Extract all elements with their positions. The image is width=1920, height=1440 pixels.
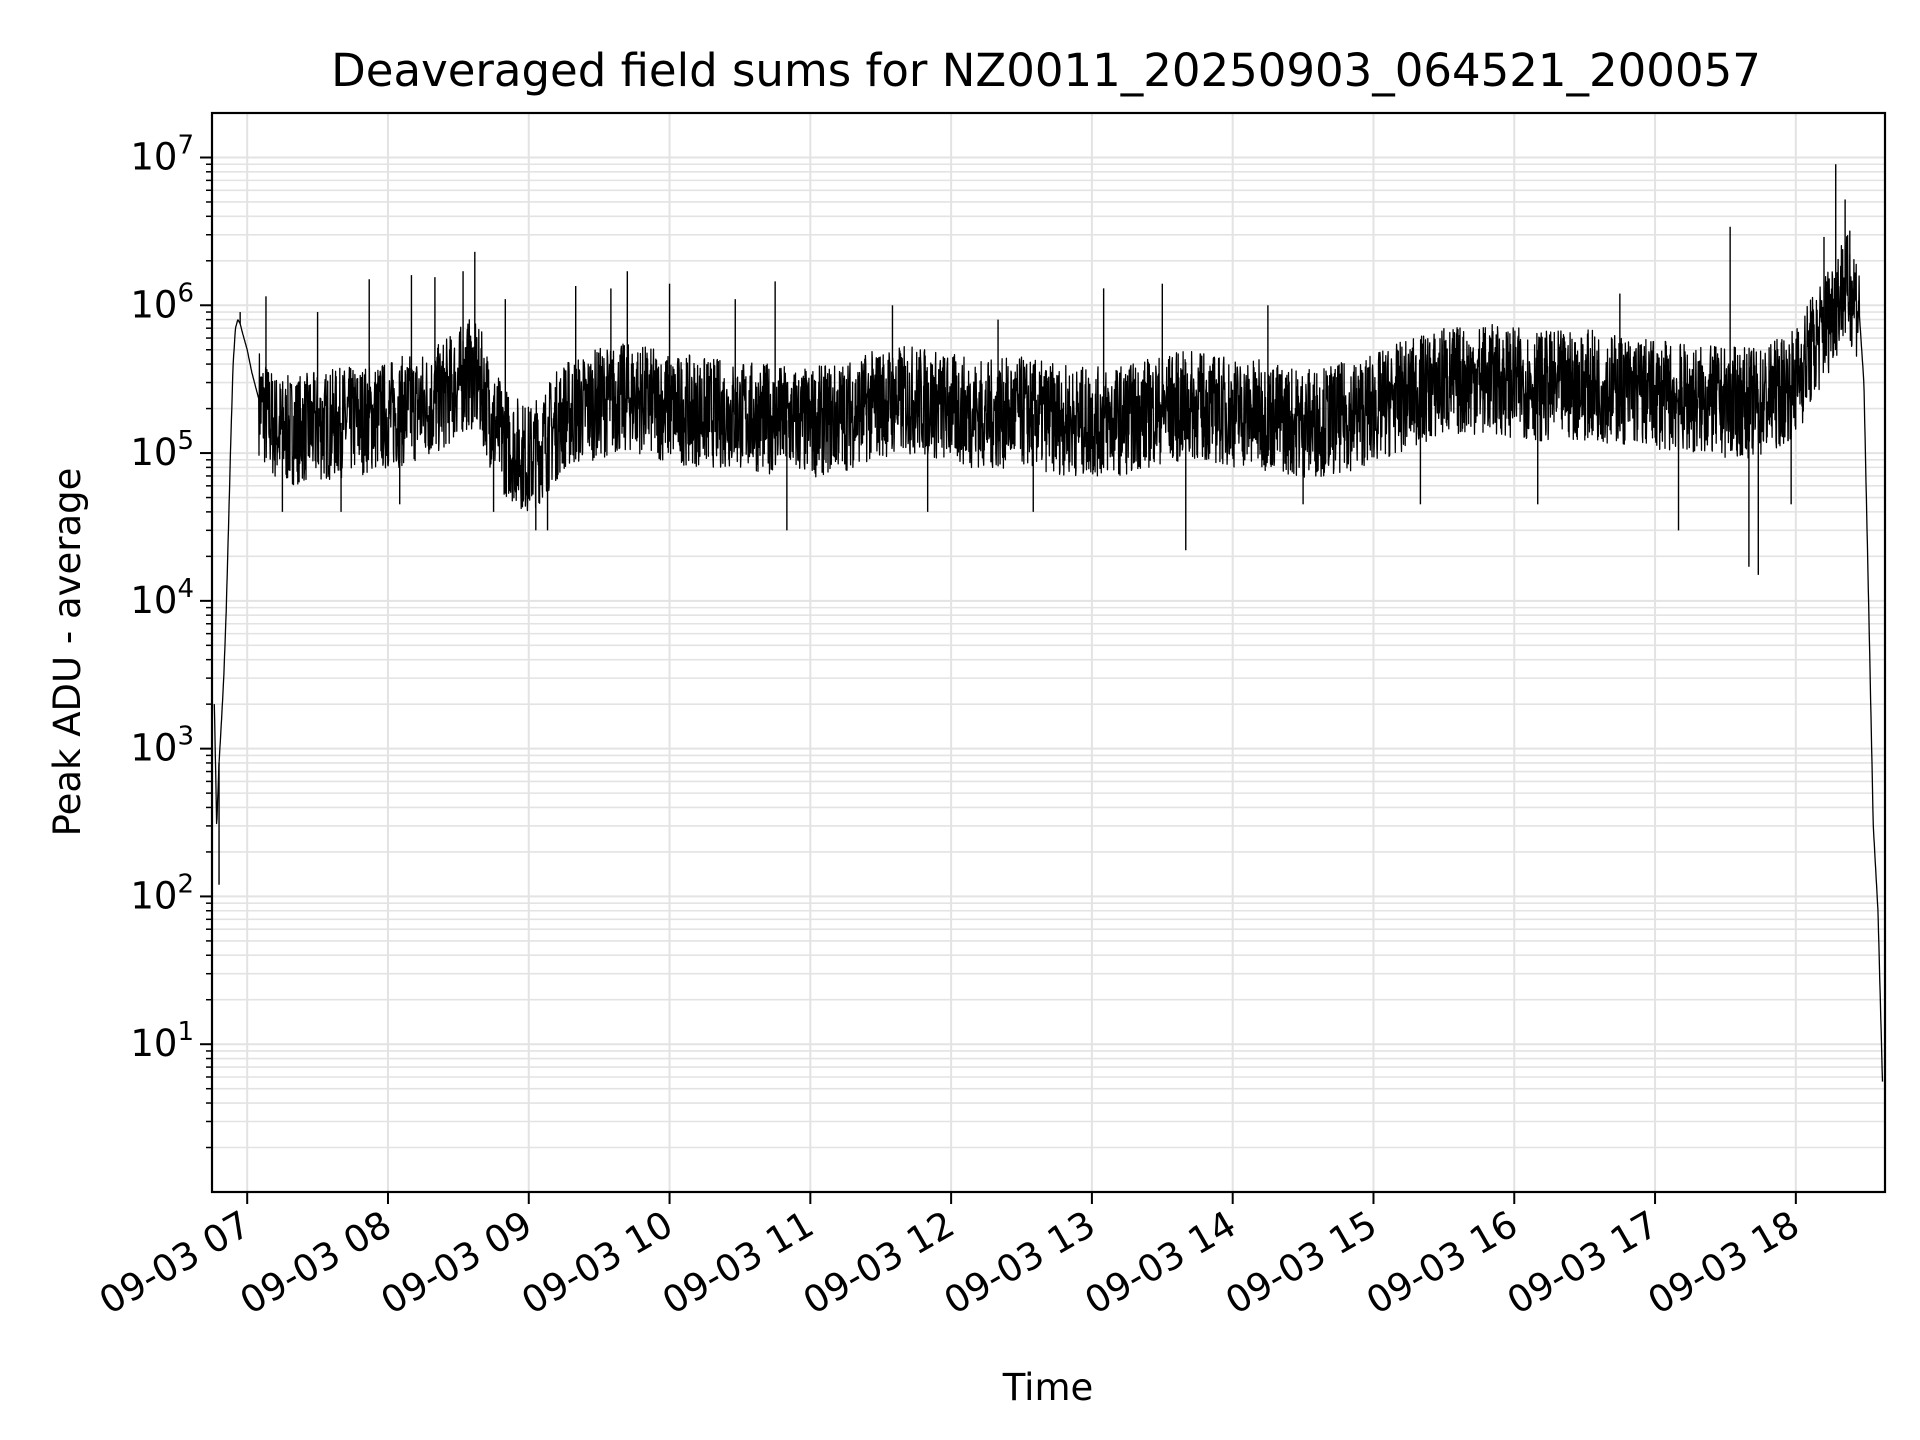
y-axis-label: Peak ADU - average (46, 468, 89, 837)
y-tick-exponent: 7 (177, 130, 194, 160)
y-tick-exponent: 3 (177, 722, 194, 752)
grid (212, 112, 1885, 1193)
y-tick-exponent: 4 (177, 574, 194, 604)
x-axis-label: Time (1002, 1366, 1094, 1409)
y-tick-exponent: 5 (177, 426, 194, 456)
chart-title: Deaveraged field sums for NZ0011_2025090… (331, 44, 1761, 97)
y-tick-exponent: 6 (177, 278, 194, 308)
y-tick-exponent: 1 (177, 1017, 194, 1047)
data-series-line (213, 235, 1884, 1082)
axes-frame (210, 111, 1887, 1194)
plot-area (213, 164, 1884, 1082)
y-tick-label: 101 (130, 1017, 194, 1065)
y-tick-exponent: 2 (177, 869, 194, 899)
